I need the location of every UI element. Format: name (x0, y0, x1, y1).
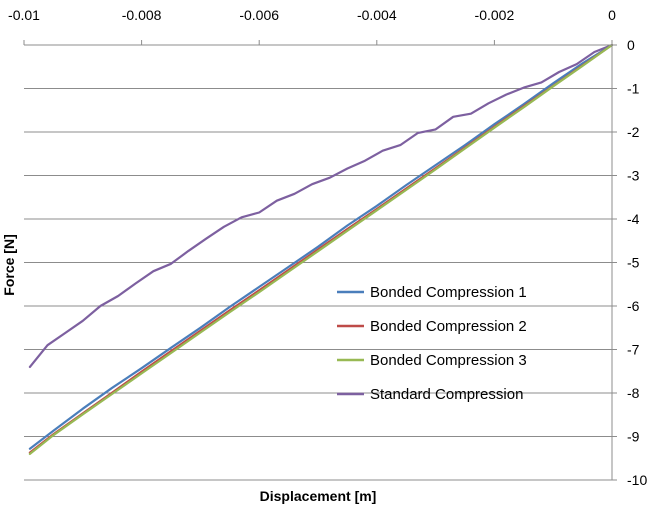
x-tick-label: -0.004 (357, 7, 397, 23)
x-tick-label: -0.008 (122, 7, 162, 23)
y-tick-label: -10 (627, 472, 647, 488)
y-tick-label: 0 (627, 37, 635, 53)
series-line-3 (28, 43, 614, 455)
y-tick-label: -4 (627, 211, 640, 227)
y-tick-label: -9 (627, 429, 640, 445)
y-tick-label: -2 (627, 124, 640, 140)
x-tick-label: -0.006 (239, 7, 279, 23)
y-tick-label: -5 (627, 255, 640, 271)
legend-label-2: Bonded Compression 2 (370, 318, 527, 335)
plot-area (28, 43, 614, 455)
legend-label-4: Standard Compression (370, 386, 523, 403)
legend-label-1: Bonded Compression 1 (370, 284, 527, 301)
y-tick-label: -7 (627, 342, 640, 358)
x-axis-title: Displacement [m] (260, 488, 377, 504)
x-tick-label: -0.01 (8, 7, 40, 23)
y-axis-title: Force [N] (1, 234, 17, 295)
legend: Bonded Compression 1 Bonded Compression 2… (337, 284, 527, 403)
series-line-1 (28, 43, 614, 450)
y-tick-label: -3 (627, 168, 640, 184)
series-line-4 (28, 43, 614, 368)
legend-label-3: Bonded Compression 3 (370, 352, 527, 369)
y-tick-label: -6 (627, 298, 640, 314)
tick-labels: -0.01 -0.008 -0.006 -0.004 -0.002 00 -1 -2 -3 -4 -… (8, 7, 647, 488)
x-tick-label: 0 (608, 7, 616, 23)
y-tick-label: -1 (627, 81, 640, 97)
gridlines (24, 44, 612, 481)
y-tick-label: -8 (627, 385, 640, 401)
x-tick-label: -0.002 (475, 7, 515, 23)
